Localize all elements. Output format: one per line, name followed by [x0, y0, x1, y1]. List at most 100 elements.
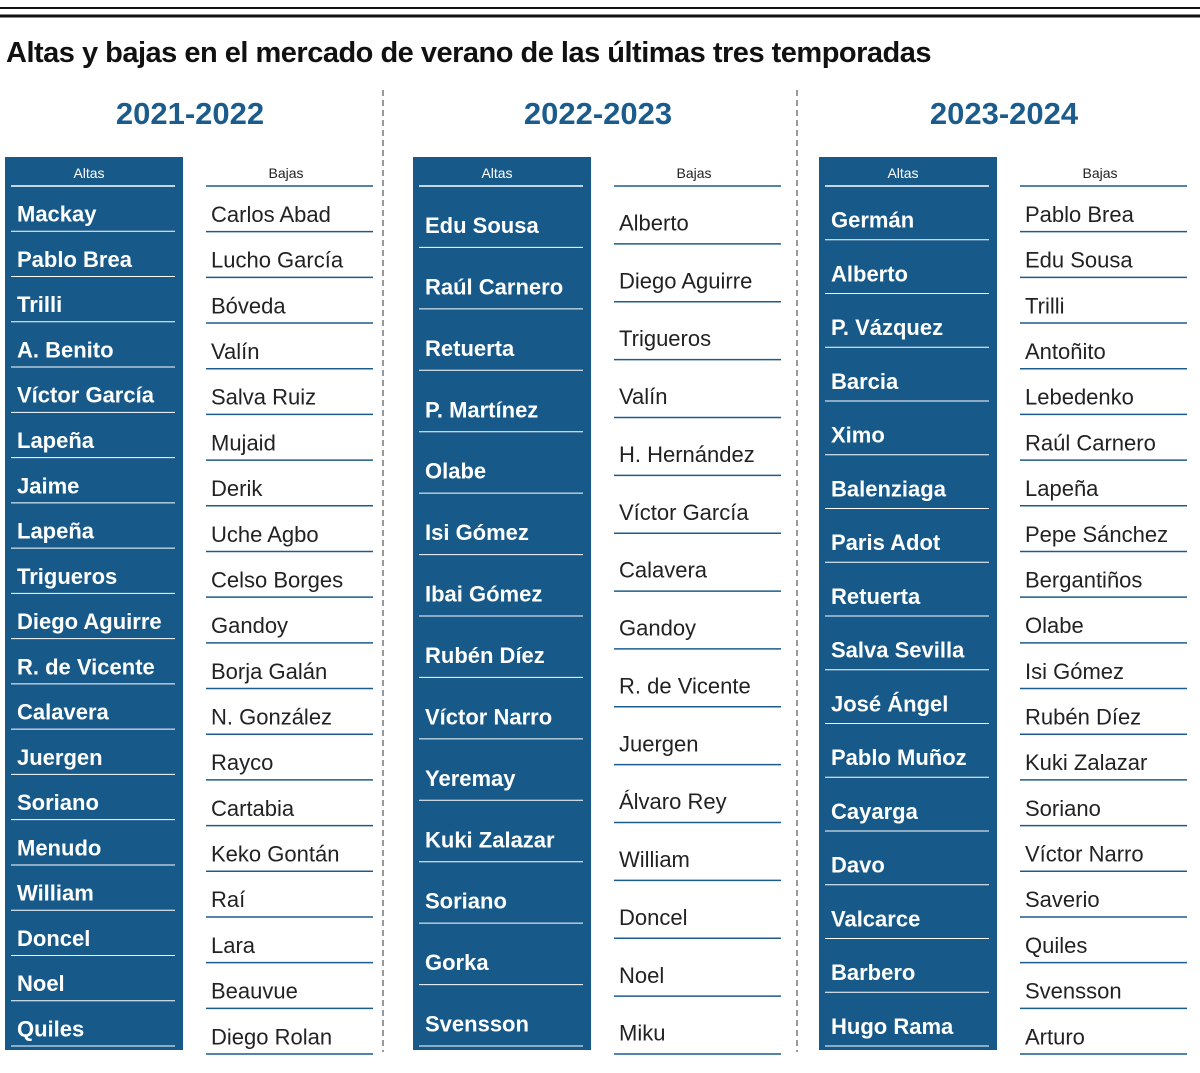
baja-name: Noel — [619, 963, 664, 988]
alta-name: Quiles — [17, 1016, 84, 1041]
alta-name: Retuerta — [831, 584, 921, 609]
altas-panel — [819, 157, 997, 1050]
baja-name: Lapeña — [1025, 476, 1099, 501]
baja-name: Bóveda — [211, 293, 286, 318]
baja-name: Carlos Abad — [211, 202, 331, 227]
alta-name: Barcia — [831, 369, 899, 394]
alta-name: Edu Sousa — [425, 213, 539, 238]
baja-name: Quiles — [1025, 933, 1087, 958]
baja-name: Álvaro Rey — [619, 789, 727, 814]
altas-header: Altas — [73, 165, 104, 181]
season-heading: 2022-2023 — [524, 96, 672, 131]
alta-name: Ibai Gómez — [425, 582, 542, 607]
baja-name: Raí — [211, 887, 245, 912]
baja-name: Bergantiños — [1025, 567, 1142, 592]
baja-name: Trigueros — [619, 326, 711, 351]
baja-name: Gandoy — [211, 613, 288, 638]
baja-name: Celso Borges — [211, 567, 343, 592]
altas-header: Altas — [481, 165, 512, 181]
alta-name: Valcarce — [831, 906, 920, 931]
baja-name: Valín — [211, 339, 260, 364]
alta-name: Lapeña — [17, 519, 95, 544]
alta-name: Víctor García — [17, 383, 155, 408]
alta-name: Doncel — [17, 926, 90, 951]
alta-name: Yeremay — [425, 766, 516, 791]
alta-name: Svensson — [425, 1012, 529, 1037]
alta-name: P. Vázquez — [831, 315, 943, 340]
baja-name: Lara — [211, 933, 256, 958]
season-heading: 2021-2022 — [116, 96, 264, 131]
alta-name: P. Martínez — [425, 397, 538, 422]
alta-name: Germán — [831, 208, 914, 233]
baja-name: Soriano — [1025, 796, 1101, 821]
baja-name: Gandoy — [619, 616, 696, 641]
baja-name: Víctor Narro — [1025, 842, 1144, 867]
baja-name: Olabe — [1025, 613, 1084, 638]
alta-name: Isi Gómez — [425, 520, 529, 545]
baja-name: Borja Galán — [211, 659, 327, 684]
alta-name: Olabe — [425, 459, 486, 484]
baja-name: Saverio — [1025, 887, 1100, 912]
alta-name: Mackay — [17, 202, 97, 227]
bajas-header: Bajas — [268, 165, 303, 181]
baja-name: Alberto — [619, 211, 689, 236]
alta-name: Davo — [831, 853, 885, 878]
alta-name: Juergen — [17, 745, 103, 770]
alta-name: José Ángel — [831, 691, 948, 716]
alta-name: Paris Adot — [831, 530, 941, 555]
alta-name: Soriano — [17, 790, 99, 815]
alta-name: Menudo — [17, 835, 101, 860]
alta-name: Noel — [17, 971, 65, 996]
title: Altas y bajas en el mercado de verano de… — [6, 37, 931, 69]
alta-name: Ximo — [831, 423, 885, 448]
alta-name: Pablo Muñoz — [831, 745, 967, 770]
baja-name: Rubén Díez — [1025, 705, 1141, 730]
alta-name: Hugo Rama — [831, 1014, 954, 1039]
altas-header: Altas — [887, 165, 918, 181]
baja-name: Keko Gontán — [211, 842, 339, 867]
baja-name: Antoñito — [1025, 339, 1106, 364]
baja-name: Lucho García — [211, 248, 344, 273]
altas-panel — [5, 157, 183, 1050]
baja-name: R. de Vicente — [619, 673, 751, 698]
baja-name: Isi Gómez — [1025, 659, 1124, 684]
alta-name: Pablo Brea — [17, 247, 133, 272]
alta-name: Retuerta — [425, 336, 515, 361]
alta-name: Raúl Carnero — [425, 274, 563, 299]
alta-name: Trilli — [17, 292, 62, 317]
bajas-header: Bajas — [1082, 165, 1117, 181]
alta-name: Alberto — [831, 261, 908, 286]
baja-name: Pepe Sánchez — [1025, 522, 1168, 547]
baja-name: H. Hernández — [619, 442, 755, 467]
baja-name: N. González — [211, 705, 332, 730]
altas-panel — [413, 157, 591, 1050]
alta-name: A. Benito — [17, 337, 114, 362]
alta-name: Barbero — [831, 960, 915, 985]
baja-name: Valín — [619, 384, 668, 409]
baja-name: William — [619, 847, 690, 872]
alta-name: Kuki Zalazar — [425, 827, 555, 852]
alta-name: Trigueros — [17, 564, 117, 589]
alta-name: Rubén Díez — [425, 643, 545, 668]
baja-name: Calavera — [619, 558, 708, 583]
baja-name: Arturo — [1025, 1024, 1085, 1049]
alta-name: William — [17, 881, 94, 906]
baja-name: Salva Ruiz — [211, 385, 316, 410]
alta-name: Cayarga — [831, 799, 919, 824]
baja-name: Uche Agbo — [211, 522, 319, 547]
baja-name: Raúl Carnero — [1025, 430, 1156, 455]
baja-name: Beauvue — [211, 979, 298, 1004]
alta-name: Víctor Narro — [425, 704, 552, 729]
baja-name: Diego Rolan — [211, 1024, 332, 1049]
baja-name: Víctor García — [619, 500, 749, 525]
bajas-header: Bajas — [676, 165, 711, 181]
alta-name: Gorka — [425, 950, 489, 975]
baja-name: Edu Sousa — [1025, 248, 1133, 273]
baja-name: Juergen — [619, 731, 699, 756]
baja-name: Lebedenko — [1025, 385, 1134, 410]
alta-name: Salva Sevilla — [831, 638, 965, 663]
baja-name: Pablo Brea — [1025, 202, 1135, 227]
alta-name: Jaime — [17, 473, 79, 498]
baja-name: Mujaid — [211, 430, 276, 455]
